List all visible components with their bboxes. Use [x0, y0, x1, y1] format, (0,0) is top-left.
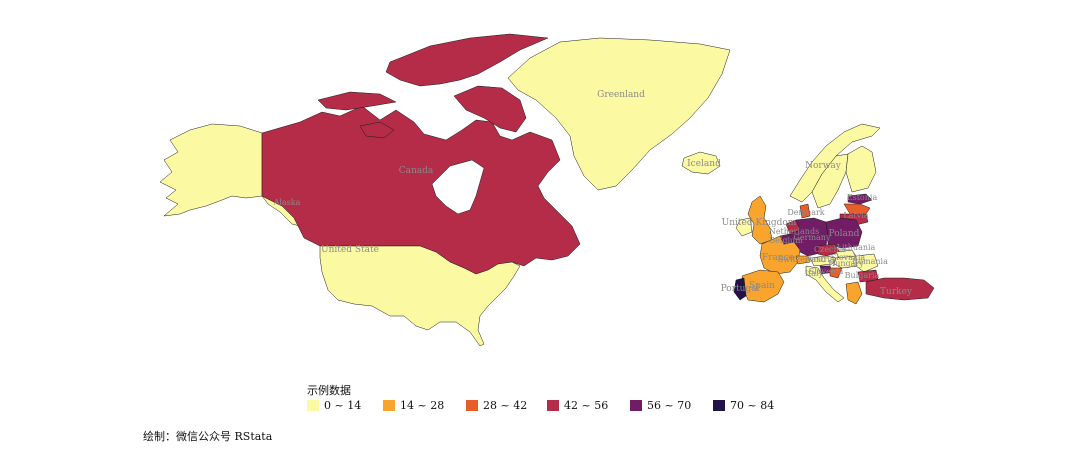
- region-united-states: [319, 245, 521, 347]
- label-norway: Norway: [805, 161, 842, 171]
- label-estonia: Estonia: [847, 193, 878, 202]
- legend-swatch: [630, 400, 642, 411]
- legend-swatch: [713, 400, 725, 411]
- label-denmark: Denmark: [787, 208, 824, 217]
- region-canada-arctic-1: [317, 91, 397, 111]
- region-greece: [845, 281, 863, 305]
- region-estonia: [847, 193, 873, 205]
- legend-label: 42 ~ 56: [564, 399, 609, 412]
- label-turkey: Turkey: [880, 287, 913, 297]
- region-romania: [855, 253, 879, 273]
- hudson-bay: [431, 159, 485, 215]
- label-united-states: United State: [321, 245, 379, 255]
- region-latvia: [843, 203, 871, 215]
- region-czechia: [817, 243, 841, 257]
- region-ireland: [735, 217, 753, 237]
- region-iceland: [681, 151, 721, 175]
- region-greenland: [507, 37, 731, 191]
- label-latvia: Latvia: [843, 211, 868, 220]
- region-hungary: [833, 255, 859, 269]
- region-italy: [805, 265, 845, 303]
- label-spain: Spain: [749, 281, 775, 291]
- label-canada: Canada: [399, 166, 434, 176]
- legend-label: 0 ~ 14: [324, 399, 362, 412]
- region-switzerland: [795, 255, 811, 265]
- label-slovenia: Slovenia: [809, 267, 844, 276]
- region-canada-baffin: [453, 85, 527, 133]
- legend-label: 14 ~ 28: [400, 399, 445, 412]
- legend-label: 70 ~ 84: [730, 399, 775, 412]
- label-united-kingdom: United Kingdom: [722, 218, 797, 228]
- caption: 绘制：微信公众号 RStata: [143, 430, 273, 443]
- legend-swatch: [547, 400, 559, 411]
- label-poland: Poland: [829, 229, 860, 239]
- label-france: France: [762, 253, 794, 263]
- label-czechia: Czechia: [814, 245, 846, 254]
- label-belgium: Belgium: [769, 236, 803, 245]
- label-bulgaria: Bulgaria: [845, 271, 880, 280]
- label-alaska: Alaska: [273, 198, 301, 207]
- region-croatia: [829, 267, 843, 279]
- label-greenland: Greenland: [597, 90, 645, 100]
- region-portugal: [733, 277, 747, 301]
- legend-swatch: [307, 400, 319, 411]
- region-canada-arctic-2: [385, 33, 549, 87]
- region-poland: [825, 217, 863, 249]
- label-hungary: Hungary: [828, 259, 864, 268]
- region-denmark: [799, 203, 811, 219]
- region-finland: [845, 145, 877, 193]
- label-germany: Germany: [794, 233, 831, 242]
- label-netherlands: Netherlands: [769, 227, 819, 236]
- region-turkey: [865, 277, 935, 301]
- label-lithuania: Lithuania: [837, 243, 876, 252]
- label-switzerland: Switzerland: [778, 255, 826, 264]
- label-italy: Italy: [805, 269, 824, 278]
- legend-label: 56 ~ 70: [647, 399, 692, 412]
- choropleth-map: Greenland Canada United State Alaska Ice…: [159, 33, 935, 347]
- legend-label: 28 ~ 42: [483, 399, 528, 412]
- region-canada-arctic-3: [359, 121, 395, 139]
- legend-swatch: [466, 400, 478, 411]
- map-legend: 示例数据 0 ~ 14 14 ~ 28 28 ~ 42 42 ~ 56 56 ~…: [307, 382, 787, 418]
- legend-title: 示例数据: [307, 384, 351, 397]
- legend-swatch: [383, 400, 395, 411]
- label-portugal: Portugal: [721, 284, 760, 294]
- region-alaska: [159, 123, 263, 217]
- label-austria: Austria: [804, 255, 835, 264]
- label-romania: Romania: [852, 257, 888, 266]
- region-austria: [809, 255, 837, 267]
- label-slovakia: Slovakia: [831, 253, 866, 262]
- label-iceland: Iceland: [687, 159, 721, 169]
